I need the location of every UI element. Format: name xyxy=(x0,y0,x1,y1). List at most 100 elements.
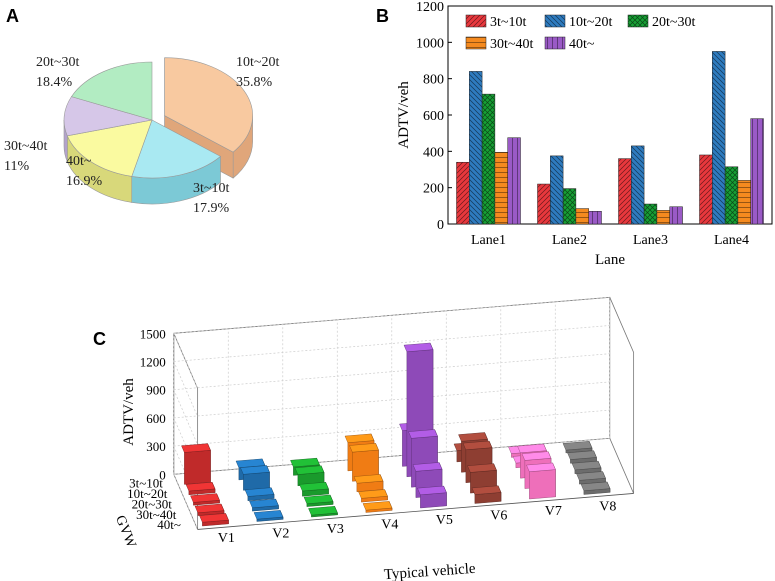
xlabel-c: Typical vehicle xyxy=(383,561,476,581)
bar-30t~40t-Lane2 xyxy=(575,208,589,225)
bar-30t~40t-Lane3 xyxy=(656,210,670,225)
legend-swatch-0 xyxy=(465,14,487,28)
bar-20t~30t-Lane2 xyxy=(562,188,577,225)
right-frame xyxy=(609,297,635,494)
group-label-2: 20t~30t xyxy=(132,496,173,511)
xtick-label-b-0: Lane1 xyxy=(471,233,506,248)
bar3d-V1-3t~10t xyxy=(181,443,211,485)
ztick-label-0: 0 xyxy=(159,467,166,482)
grid-z xyxy=(173,409,610,447)
ytick-label-b-3: 600 xyxy=(423,109,444,124)
bar3d-V5-40t~ xyxy=(417,485,447,509)
floor-edge xyxy=(197,493,634,530)
xtick-label-b-1: Lane2 xyxy=(552,233,587,248)
group-label-4: 40t~ xyxy=(157,517,181,532)
xtick-label-c-1: V2 xyxy=(272,527,289,542)
xtick-label-c-6: V7 xyxy=(545,504,562,519)
bar3d-V6-40t~ xyxy=(471,485,502,504)
group-label-3: 30t~40t xyxy=(136,507,177,522)
bar-10t~20t-Lane4 xyxy=(712,51,726,225)
bar-3t~10t-Lane2 xyxy=(537,183,551,225)
bar-10t~20t-Lane1 xyxy=(469,71,483,225)
pie-slice-3t~10t xyxy=(131,119,222,179)
bar-10t~20t-Lane2 xyxy=(550,155,564,225)
legend-swatch-2 xyxy=(627,14,649,28)
panel-label-c: C xyxy=(93,329,106,349)
pie-slice-40t~ xyxy=(66,119,153,177)
bar3d-V4-10t~20t xyxy=(349,443,379,482)
ztick-label-4: 1200 xyxy=(140,354,166,369)
ztick-label-1: 300 xyxy=(146,439,166,454)
pie-label-name-4: 20t~30t xyxy=(36,55,79,70)
bar3d-V1-40t~ xyxy=(199,513,229,527)
ytick-label-b-5: 1000 xyxy=(416,36,444,51)
bar-30t~40t-Lane1 xyxy=(494,151,508,225)
bar3d-V8-3t~10t xyxy=(562,441,593,454)
bar3d-V4-40t~ xyxy=(362,501,393,513)
legend-swatch-1 xyxy=(544,14,566,28)
pie-label-value-0: 35.8% xyxy=(236,75,273,90)
bar-30t~40t-Lane4 xyxy=(737,180,751,225)
xlabel-b: Lane xyxy=(595,252,625,268)
bar3d-V3-30t~40t xyxy=(303,494,334,507)
bar3d-V1-30t~40t xyxy=(194,503,225,516)
group-label-0: 3t~10t xyxy=(129,476,163,491)
bar-40t~-Lane4 xyxy=(750,118,764,225)
grid-z-side xyxy=(173,361,198,417)
bar3d-V1-20t~30t xyxy=(190,493,220,506)
bar-20t~30t-Lane4 xyxy=(724,166,739,225)
panel-label-a: A xyxy=(6,6,19,26)
ytick-label-b-0: 0 xyxy=(437,218,444,233)
grid-z xyxy=(173,381,610,419)
pie-chart-a: 10t~20t 35.8% 3t~10t 17.9% 40t~ 16.9% 30t~40t 1… xyxy=(4,55,279,216)
bar3d-V7-40t~ xyxy=(526,462,556,500)
grid-z xyxy=(173,325,610,362)
xtick-label-c-0: V1 xyxy=(218,531,235,546)
xtick-label-b-2: Lane3 xyxy=(633,233,668,248)
bar3d-V3-40t~ xyxy=(308,506,338,518)
ztick-label-5: 1500 xyxy=(140,326,166,341)
ytick-label-b-6: 1200 xyxy=(416,0,444,15)
bar3d-V3-10t~20t xyxy=(294,465,325,487)
bar3d-V2-30t~40t xyxy=(249,498,279,512)
grid-z-side xyxy=(173,389,198,445)
pie-slice-20t~30t xyxy=(70,61,153,121)
bar3d-V8-10t~20t xyxy=(567,450,597,464)
bar-40t~-Lane2 xyxy=(588,211,602,225)
legend-label-4: 40t~ xyxy=(569,37,595,52)
pie-label-name-1: 3t~10t xyxy=(193,181,229,196)
bar3d-V1-10t~20t xyxy=(185,482,216,496)
xtick-label-c-2: V3 xyxy=(327,522,344,537)
ylabel-b: ADTV/veh xyxy=(396,81,412,149)
bar-3t~10t-Lane1 xyxy=(456,161,470,225)
bar-3t~10t-Lane3 xyxy=(618,158,632,225)
bar3d-V2-20t~30t xyxy=(244,487,275,501)
pie-label-value-4: 18.4% xyxy=(36,75,73,90)
ytick-label-b-2: 400 xyxy=(423,145,444,160)
bar3d-V8-40t~ xyxy=(580,481,611,495)
bar-20t~30t-Lane1 xyxy=(481,93,496,225)
legend-swatch-4 xyxy=(544,36,566,50)
pie-label-name-0: 10t~20t xyxy=(236,55,279,70)
legend-label-3: 30t~40t xyxy=(490,37,533,52)
pie-label-name-2: 40t~ xyxy=(66,154,92,169)
legend-label-1: 10t~20t xyxy=(569,15,612,30)
legend-label-0: 3t~10t xyxy=(490,15,526,30)
ztick-label-2: 600 xyxy=(146,411,166,426)
panel-label-b: B xyxy=(376,6,389,26)
bar3d-V4-20t~30t xyxy=(353,474,384,492)
pie-label-name-3: 30t~40t xyxy=(4,139,47,154)
pie-label-value-3: 11% xyxy=(4,159,29,174)
bar-20t~30t-Lane3 xyxy=(643,203,658,225)
bar3d-V4-30t~40t xyxy=(358,489,388,503)
bar3d-V2-10t~20t xyxy=(240,465,270,491)
group-label-1: 10t~20t xyxy=(127,486,168,501)
bar-10t~20t-Lane3 xyxy=(631,145,645,225)
xtick-label-c-5: V6 xyxy=(490,509,507,524)
pie-label-value-2: 16.9% xyxy=(66,174,103,189)
bar3d-V2-40t~ xyxy=(253,510,284,522)
bar-chart-3d-c: 0 300 600 900 1200 1500 V1 V2 V3 V4 V5 V6 V7 V8 3t~10t… xyxy=(112,296,635,581)
xtick-label-c-7: V8 xyxy=(599,500,616,515)
bar3d-V8-30t~40t xyxy=(576,471,606,485)
